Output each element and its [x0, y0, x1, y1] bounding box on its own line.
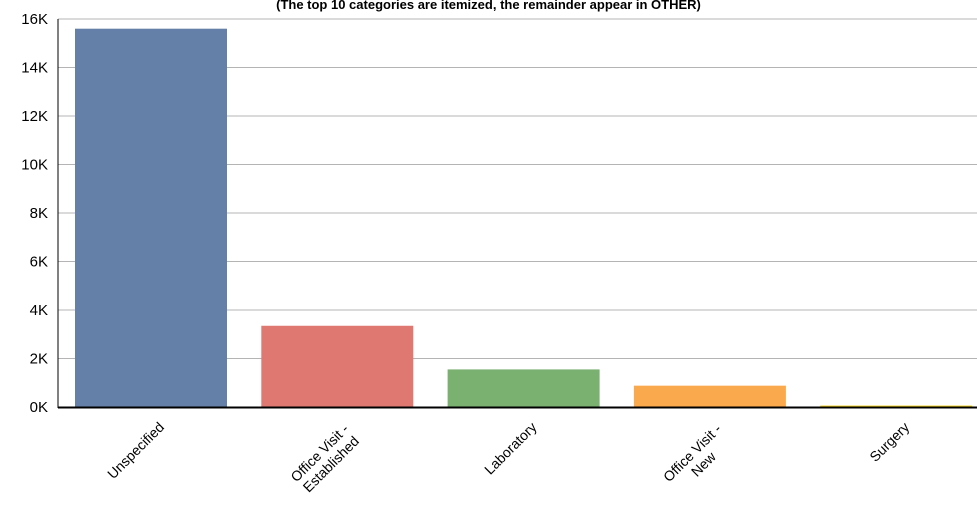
x-category-label-line: Surgery [866, 419, 912, 465]
x-category-label-line: Laboratory [481, 419, 540, 478]
bar[interactable] [75, 28, 227, 407]
axes [57, 19, 977, 409]
y-tick-label: 10K [21, 157, 48, 174]
x-category-label-line: Office Visit - [660, 420, 725, 485]
bars [75, 28, 973, 407]
x-category-label: Office Visit -Established [287, 420, 363, 496]
x-category-label: Office Visit -New [660, 420, 736, 496]
y-tick-labels: 0K 2K 4K 6K 8K 10K 12K 14K 16K [21, 11, 48, 416]
x-category-label: Surgery [866, 419, 912, 465]
x-category-labels: Unspecified Office Visit -Established Labo… [104, 419, 912, 496]
y-tick-label: 4K [30, 302, 48, 319]
x-category-label: Unspecified [104, 419, 167, 482]
grid-lines [58, 18, 977, 359]
y-tick-label: 12K [21, 108, 48, 125]
y-tick-label: 0K [30, 399, 48, 416]
bar[interactable] [820, 405, 973, 407]
y-tick-label: 2K [30, 351, 48, 368]
chart-subtitle: (The top 10 categories are itemized, the… [276, 0, 701, 12]
bar[interactable] [261, 325, 414, 407]
y-tick-label: 14K [21, 60, 48, 77]
bar[interactable] [633, 385, 786, 407]
x-category-label: Laboratory [481, 419, 540, 478]
y-tick-label: 6K [30, 254, 48, 271]
y-tick-label: 8K [30, 205, 48, 222]
bar[interactable] [447, 369, 600, 407]
x-category-label-line: Unspecified [104, 419, 167, 482]
y-tick-label: 16K [21, 11, 48, 28]
